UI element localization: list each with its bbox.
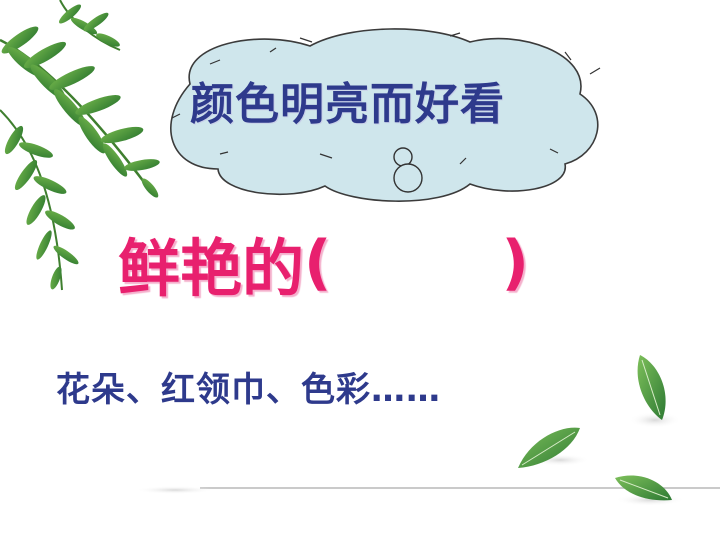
- example-words: 花朵、红领巾、色彩……: [56, 370, 441, 410]
- thought-cloud-icon: [170, 28, 601, 202]
- open-paren: (: [304, 228, 332, 298]
- fill-in-blank-line: 鲜艳的(): [118, 218, 529, 308]
- close-paren: ): [501, 228, 529, 298]
- cloud-title: 颜色明亮而好看: [190, 79, 505, 130]
- fern-leaves-icon: [0, 0, 160, 291]
- target-word: 鲜艳的: [118, 232, 305, 305]
